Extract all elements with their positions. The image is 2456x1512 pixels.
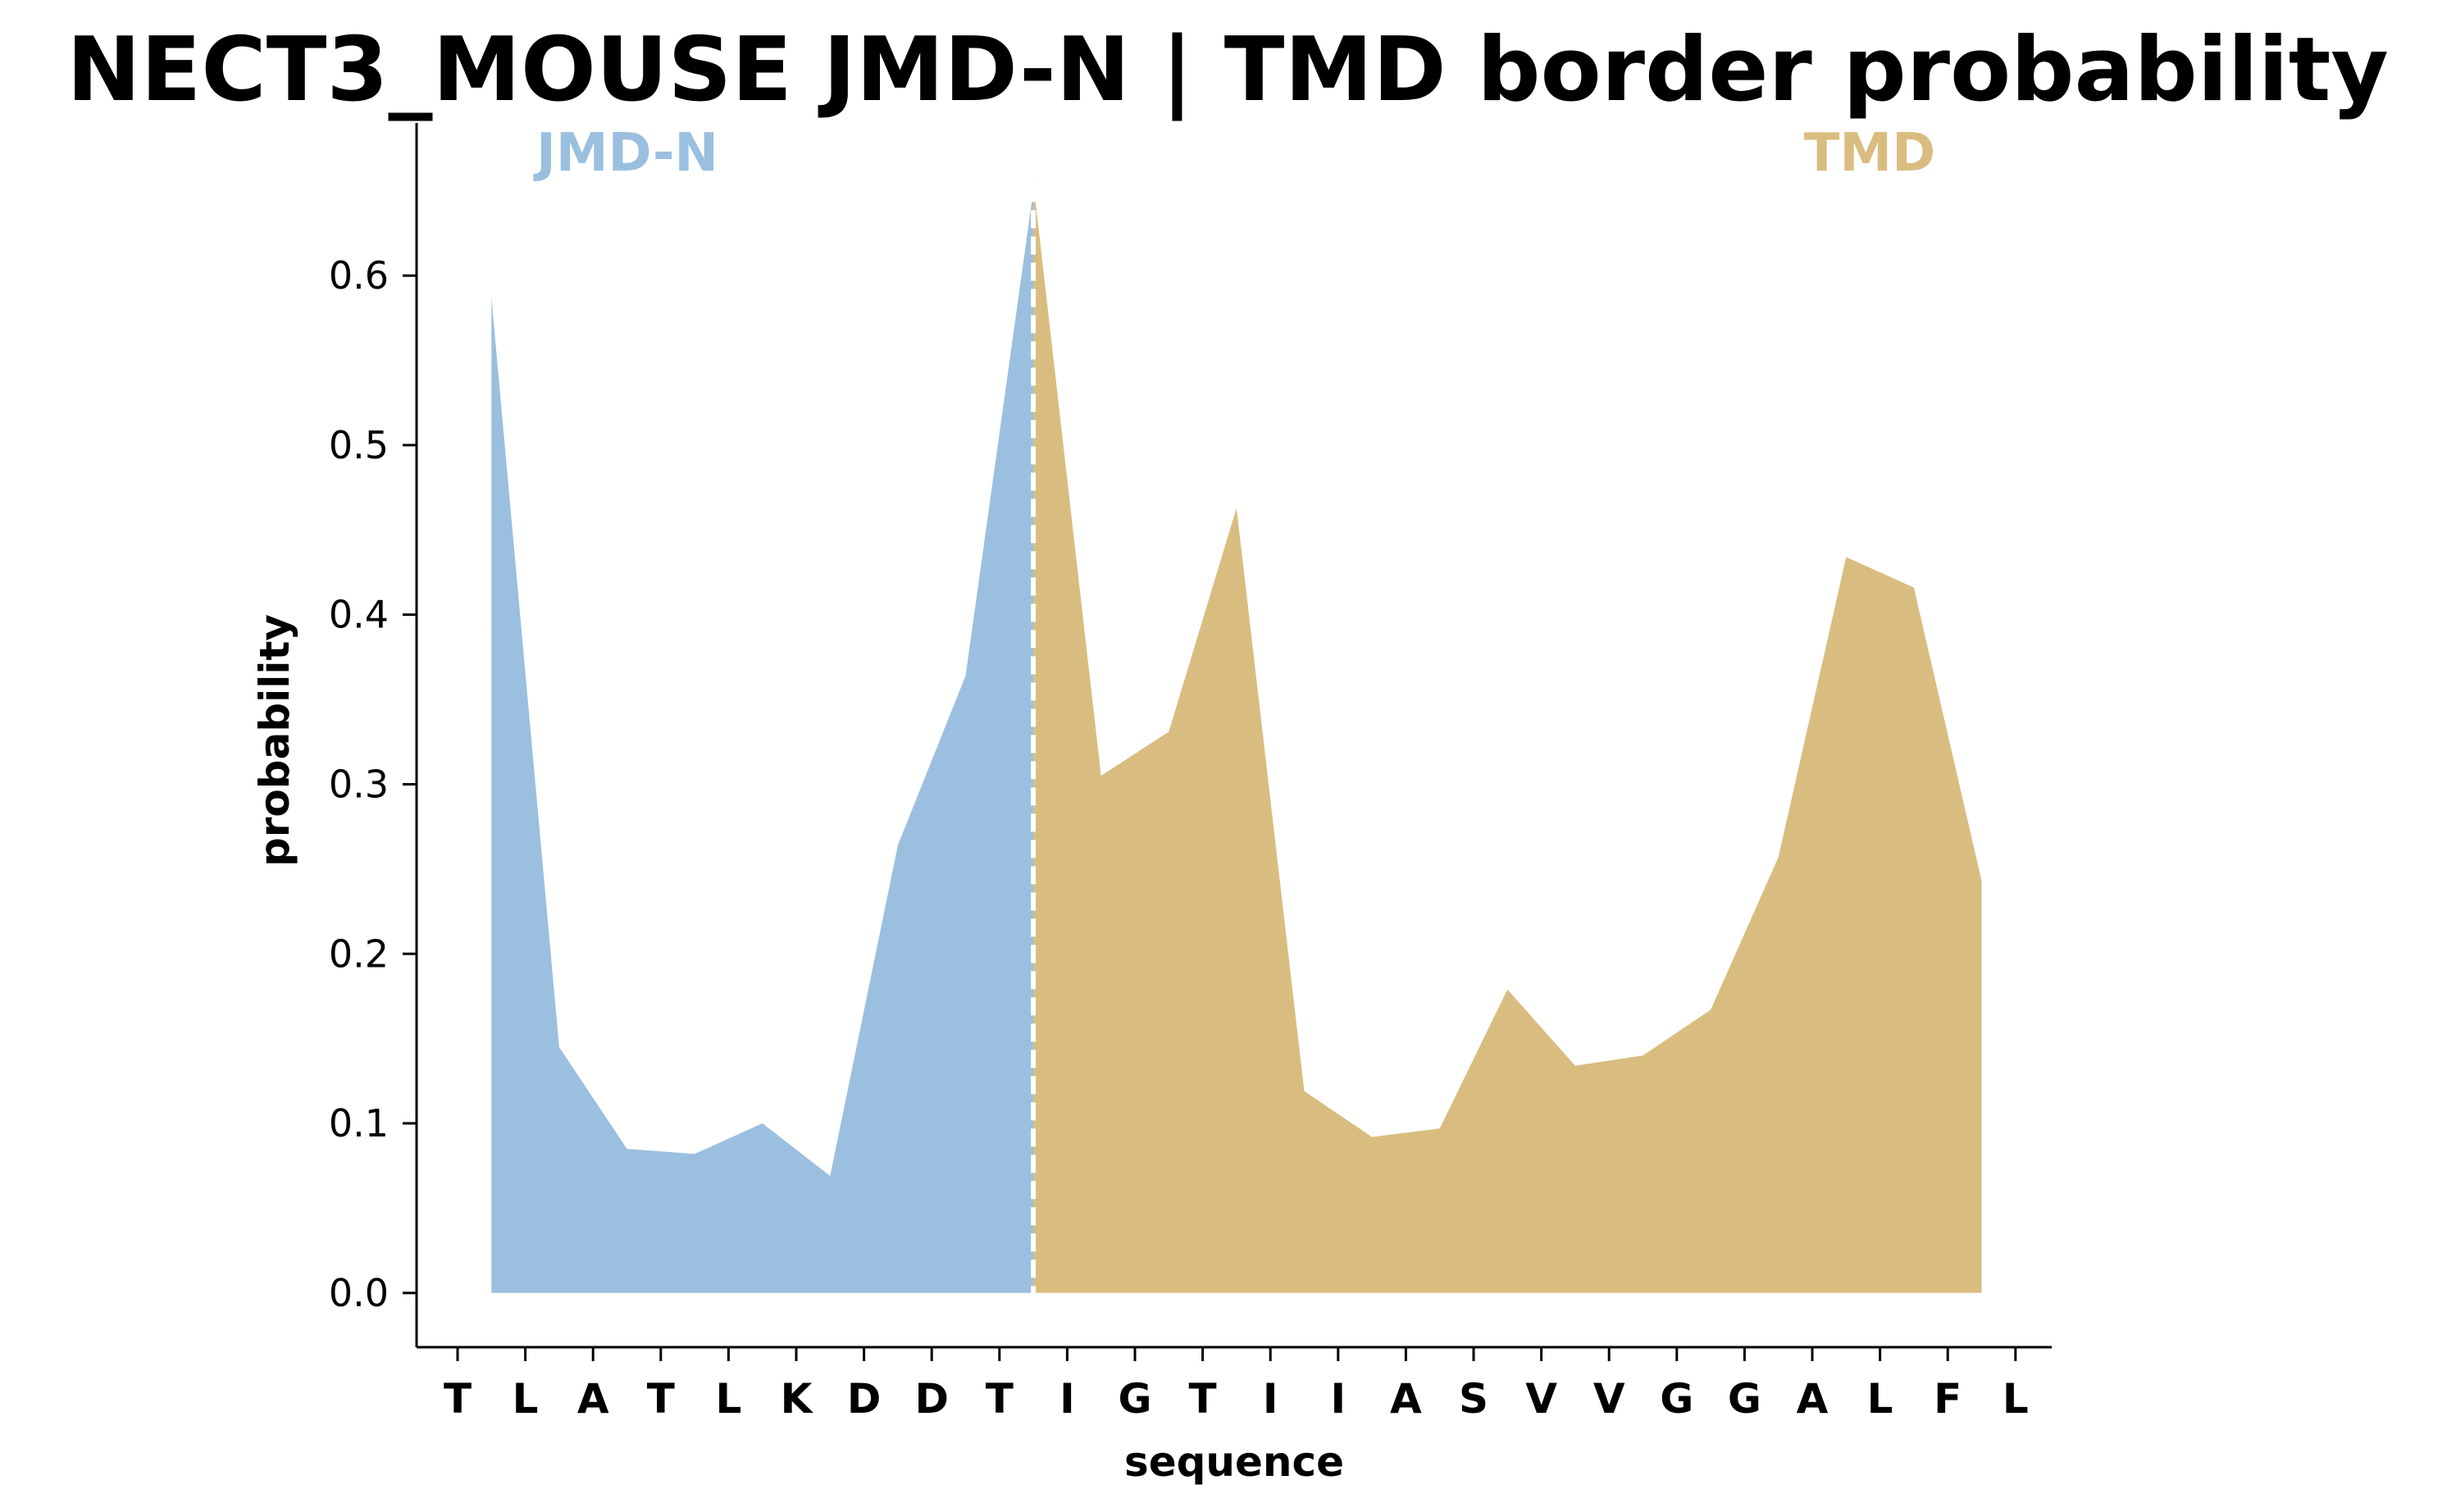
x-tick-label: T	[1189, 1375, 1217, 1423]
x-tick-label: D	[847, 1375, 882, 1423]
y-tick-label: 0.3	[329, 762, 389, 806]
x-tick-label: L	[715, 1375, 741, 1423]
area-series-tmd	[1033, 182, 1982, 1293]
x-tick-label: L	[513, 1375, 539, 1423]
region-labels: JMD-N TMD	[533, 123, 1935, 184]
x-tick-label: A	[1390, 1375, 1422, 1423]
x-tick-label: K	[781, 1375, 814, 1423]
y-tick-label: 0.6	[329, 253, 389, 298]
y-ticks: 0.0 0.1 0.2 0.3 0.4 0.5 0.6	[329, 253, 417, 1315]
x-tick-label: S	[1459, 1375, 1488, 1423]
x-axis-label: sequence	[1124, 1438, 1344, 1486]
x-tick-label: A	[577, 1375, 609, 1423]
y-tick-label: 0.0	[329, 1271, 389, 1315]
y-tick-label: 0.5	[329, 423, 389, 467]
x-tick-label: G	[1660, 1375, 1693, 1423]
x-tick-label: I	[1059, 1375, 1075, 1423]
x-tick-label: G	[1728, 1375, 1761, 1423]
y-tick-label: 0.1	[329, 1101, 389, 1145]
x-tick-label: L	[1867, 1375, 1893, 1423]
x-tick-label: T	[986, 1375, 1014, 1423]
x-tick-label: G	[1118, 1375, 1151, 1423]
region-label-jmd-n: JMD-N	[533, 123, 718, 184]
x-tick-label: I	[1263, 1375, 1278, 1423]
x-tick-label: L	[2003, 1375, 2029, 1423]
x-tick-label: V	[1593, 1375, 1625, 1423]
x-tick-label: V	[1525, 1375, 1557, 1423]
area-series-jmd-n	[491, 190, 1034, 1293]
x-tick-label: I	[1330, 1375, 1346, 1423]
area-layer	[491, 182, 1982, 1293]
x-tick-label: T	[647, 1375, 675, 1423]
x-tick-label: D	[914, 1375, 949, 1423]
chart-title: NECT3_MOUSE JMD-N | TMD border probabili…	[66, 19, 2388, 121]
x-tick-label: A	[1797, 1375, 1829, 1423]
y-tick-label: 0.2	[329, 931, 389, 976]
x-tick-label: T	[444, 1375, 472, 1423]
y-tick-label: 0.4	[329, 593, 389, 637]
region-label-tmd: TMD	[1804, 123, 1935, 184]
x-tick-label: F	[1934, 1375, 1962, 1423]
y-axis-label: probability	[251, 614, 298, 867]
